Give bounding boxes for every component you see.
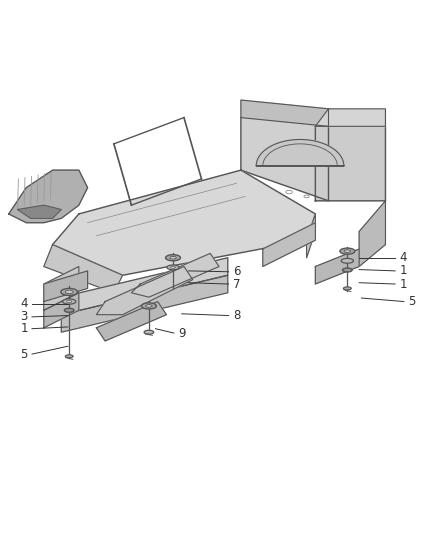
Ellipse shape (61, 288, 78, 295)
Polygon shape (241, 109, 328, 201)
Polygon shape (131, 253, 219, 297)
Polygon shape (263, 223, 315, 266)
Polygon shape (315, 109, 385, 201)
Polygon shape (315, 249, 359, 284)
Ellipse shape (63, 299, 76, 304)
Text: 9: 9 (178, 327, 186, 340)
Ellipse shape (344, 250, 350, 253)
Text: 8: 8 (233, 309, 240, 322)
Polygon shape (359, 201, 385, 266)
Polygon shape (44, 245, 123, 293)
Text: 5: 5 (21, 348, 28, 361)
Ellipse shape (167, 265, 179, 270)
Ellipse shape (166, 255, 180, 261)
Ellipse shape (170, 256, 176, 259)
Polygon shape (61, 275, 228, 332)
Polygon shape (256, 140, 344, 166)
Ellipse shape (145, 304, 152, 307)
Ellipse shape (65, 290, 73, 294)
Text: 5: 5 (408, 295, 415, 308)
Text: 1: 1 (20, 322, 28, 335)
Ellipse shape (340, 248, 355, 254)
Ellipse shape (304, 195, 309, 198)
Polygon shape (44, 271, 88, 302)
Polygon shape (96, 266, 193, 314)
Ellipse shape (141, 303, 156, 309)
Polygon shape (44, 266, 79, 310)
Ellipse shape (286, 190, 293, 194)
Polygon shape (53, 170, 315, 275)
Polygon shape (61, 258, 228, 314)
Polygon shape (18, 205, 61, 219)
Text: 7: 7 (233, 278, 240, 290)
Text: 4: 4 (399, 251, 407, 264)
Polygon shape (9, 170, 88, 223)
Polygon shape (315, 109, 385, 126)
Polygon shape (241, 100, 328, 126)
Polygon shape (96, 302, 166, 341)
Ellipse shape (67, 301, 72, 303)
Text: 1: 1 (399, 264, 407, 277)
Text: 6: 6 (233, 265, 240, 278)
Ellipse shape (341, 259, 353, 263)
Polygon shape (307, 214, 315, 258)
Ellipse shape (64, 308, 74, 312)
Ellipse shape (343, 268, 352, 272)
Polygon shape (44, 293, 79, 328)
Text: 4: 4 (20, 297, 28, 310)
Text: 1: 1 (399, 278, 407, 290)
Text: 3: 3 (21, 310, 28, 324)
Ellipse shape (65, 355, 73, 358)
Ellipse shape (343, 287, 351, 290)
Ellipse shape (144, 330, 154, 334)
Ellipse shape (171, 266, 175, 268)
